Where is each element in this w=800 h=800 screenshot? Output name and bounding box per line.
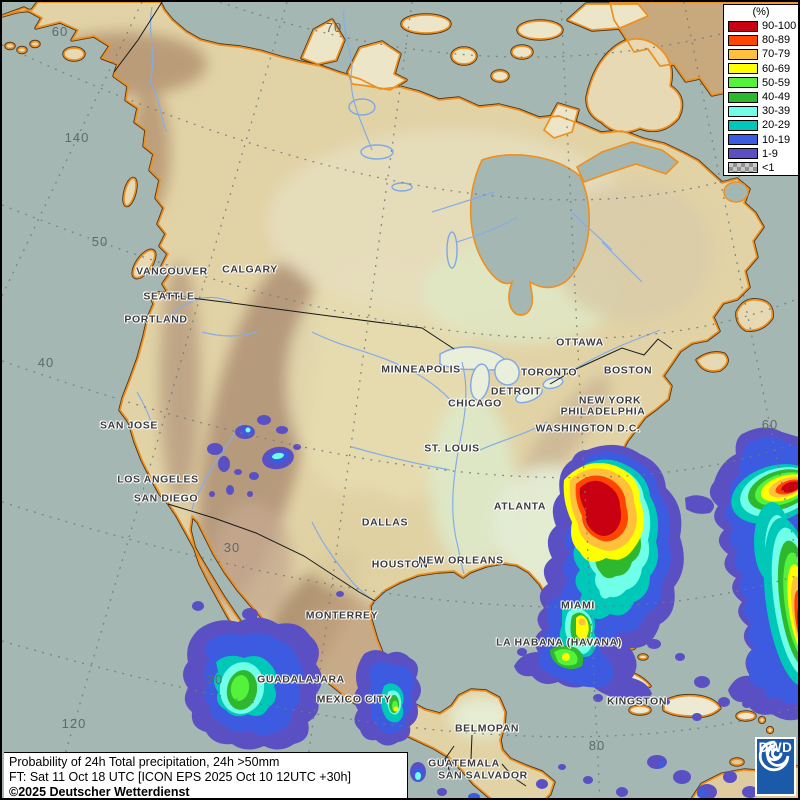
legend-label: 40-49	[762, 91, 791, 104]
legend-entry: 80-89	[728, 33, 798, 47]
country-borders	[113, 2, 673, 787]
hudson-bay	[469, 141, 749, 316]
legend-entry: 90-100	[728, 19, 798, 33]
legend-swatch	[728, 148, 758, 160]
legend-swatch	[728, 105, 758, 117]
legend-swatch	[728, 134, 758, 146]
legend-label: <1	[762, 161, 775, 174]
precipitation-legend: (%) 90-100 80-89 70-79 60-69 50-59 40-49 30-39…	[723, 4, 798, 176]
legend-label: 90-100	[762, 20, 797, 33]
legend-label: 60-69	[762, 62, 791, 75]
legend-label: 50-59	[762, 76, 791, 89]
legend-label: 10-19	[762, 133, 791, 146]
legend-entry: 70-79	[728, 47, 798, 61]
legend-swatch	[728, 91, 758, 103]
legend-title: (%)	[752, 6, 770, 18]
product-title: Probability of 24h Total precipitation, …	[9, 755, 280, 769]
legend-rows: 90-100 80-89 70-79 60-69 50-59 40-49 30-39 20-2…	[728, 19, 798, 175]
legend-entry: 10-19	[728, 133, 798, 147]
legend-swatch	[728, 162, 758, 174]
forecast-time: FT: Sat 11 Oct 18 UTC [ICON EPS 2025 Oct…	[9, 770, 351, 784]
dwd-logo: DWD	[755, 737, 796, 796]
legend-entry: 40-49	[728, 90, 798, 104]
legend-swatch	[728, 77, 758, 89]
legend-swatch	[728, 34, 758, 46]
great-lakes	[348, 98, 564, 404]
legend-entry: 50-59	[728, 76, 798, 90]
legend-swatch	[728, 48, 758, 60]
legend-label: 80-89	[762, 34, 791, 47]
legend-label: 20-29	[762, 119, 791, 132]
copyright: ©2025 Deutscher Wetterdienst	[9, 785, 190, 799]
legend-entry: 60-69	[728, 62, 798, 76]
legend-swatch	[728, 20, 758, 32]
dwd-spiral-icon	[758, 740, 790, 772]
legend-entry: 30-39	[728, 104, 798, 118]
info-bar: Probability of 24h Total precipitation, …	[4, 752, 408, 799]
legend-label: 1-9	[762, 147, 778, 160]
legend-label: 30-39	[762, 105, 791, 118]
legend-entry: 20-29	[728, 118, 798, 132]
legend-entry: 1-9	[728, 147, 798, 161]
legend-label: 70-79	[762, 48, 791, 61]
legend-entry: <1	[728, 161, 798, 175]
legend-swatch	[728, 119, 758, 131]
precipitation-layer	[183, 79, 798, 798]
legend-swatch	[728, 63, 758, 75]
